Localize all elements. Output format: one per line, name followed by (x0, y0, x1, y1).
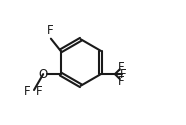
Text: F: F (118, 75, 125, 88)
Text: F: F (120, 68, 127, 81)
Text: F: F (24, 85, 31, 98)
Text: F: F (47, 24, 54, 37)
Text: F: F (118, 61, 125, 74)
Text: F: F (36, 85, 42, 98)
Text: O: O (39, 68, 48, 81)
